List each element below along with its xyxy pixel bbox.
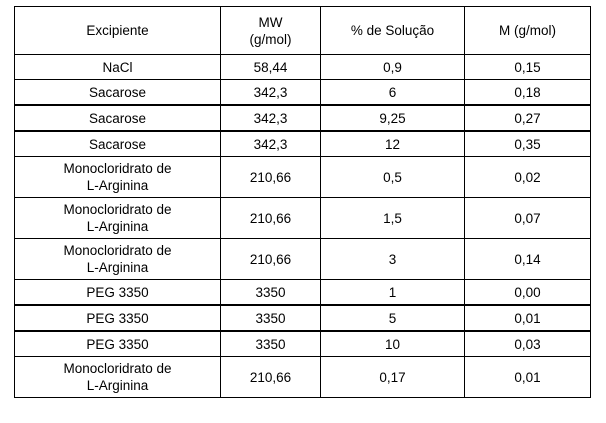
cell-solucao: 1,5 — [320, 197, 465, 239]
cell-solucao: 1 — [320, 279, 465, 306]
cell-mw: 342,3 — [220, 104, 321, 132]
cell-m: 0,02 — [464, 156, 591, 198]
table-row: NaCl 58,44 0,9 0,15 — [14, 54, 591, 80]
table-row: PEG 3350 3350 10 0,03 — [14, 330, 591, 357]
header-m: M (g/mol) — [464, 6, 591, 55]
cell-mw: 3350 — [220, 330, 321, 357]
header-mw: MW (g/mol) — [220, 6, 321, 55]
cell-excipiente: Monocloridrato de L-Arginina — [14, 356, 221, 398]
cell-m: 0,35 — [464, 130, 591, 157]
cell-mw: 3350 — [220, 304, 321, 332]
cell-m: 0,14 — [464, 238, 591, 280]
cell-excipiente: Sacarose — [14, 79, 221, 106]
cell-solucao: 9,25 — [320, 104, 465, 132]
header-excipiente: Excipiente — [14, 6, 221, 55]
table-row: Monocloridrato de L-Arginina 210,66 1,5 … — [14, 197, 591, 239]
cell-excipiente: Monocloridrato de L-Arginina — [14, 156, 221, 198]
cell-mw: 3350 — [220, 279, 321, 306]
cell-m: 0,01 — [464, 356, 591, 398]
cell-excipiente: Monocloridrato de L-Arginina — [14, 238, 221, 280]
cell-excipiente: Sacarose — [14, 130, 221, 157]
cell-solucao: 10 — [320, 330, 465, 357]
cell-m: 0,00 — [464, 279, 591, 306]
excipient-table: Excipiente MW (g/mol) % de Solução M (g/… — [14, 6, 591, 398]
table-row: Sacarose 342,3 12 0,35 — [14, 130, 591, 157]
cell-m: 0,27 — [464, 104, 591, 132]
cell-mw: 210,66 — [220, 238, 321, 280]
header-solucao: % de Solução — [320, 6, 465, 55]
cell-m: 0,07 — [464, 197, 591, 239]
cell-solucao: 0,17 — [320, 356, 465, 398]
table-row: Sacarose 342,3 6 0,18 — [14, 79, 591, 106]
cell-solucao: 6 — [320, 79, 465, 106]
cell-mw: 210,66 — [220, 197, 321, 239]
cell-solucao: 0,5 — [320, 156, 465, 198]
table-row: Monocloridrato de L-Arginina 210,66 3 0,… — [14, 238, 591, 280]
table-row: Sacarose 342,3 9,25 0,27 — [14, 104, 591, 132]
cell-solucao: 0,9 — [320, 54, 465, 80]
cell-solucao: 3 — [320, 238, 465, 280]
cell-m: 0,18 — [464, 79, 591, 106]
cell-excipiente: PEG 3350 — [14, 330, 221, 357]
cell-excipiente: PEG 3350 — [14, 304, 221, 332]
cell-solucao: 12 — [320, 130, 465, 157]
cell-m: 0,15 — [464, 54, 591, 80]
cell-excipiente: Sacarose — [14, 104, 221, 132]
table-row: PEG 3350 3350 1 0,00 — [14, 279, 591, 306]
cell-excipiente: NaCl — [14, 54, 221, 80]
table-row: PEG 3350 3350 5 0,01 — [14, 304, 591, 332]
cell-excipiente: Monocloridrato de L-Arginina — [14, 197, 221, 239]
table-row: Monocloridrato de L-Arginina 210,66 0,17… — [14, 356, 591, 398]
cell-mw: 210,66 — [220, 156, 321, 198]
cell-solucao: 5 — [320, 304, 465, 332]
header-row: Excipiente MW (g/mol) % de Solução M (g/… — [14, 6, 591, 55]
cell-m: 0,01 — [464, 304, 591, 332]
cell-excipiente: PEG 3350 — [14, 279, 221, 306]
cell-m: 0,03 — [464, 330, 591, 357]
cell-mw: 210,66 — [220, 356, 321, 398]
cell-mw: 58,44 — [220, 54, 321, 80]
cell-mw: 342,3 — [220, 130, 321, 157]
table-row: Monocloridrato de L-Arginina 210,66 0,5 … — [14, 156, 591, 198]
cell-mw: 342,3 — [220, 79, 321, 106]
